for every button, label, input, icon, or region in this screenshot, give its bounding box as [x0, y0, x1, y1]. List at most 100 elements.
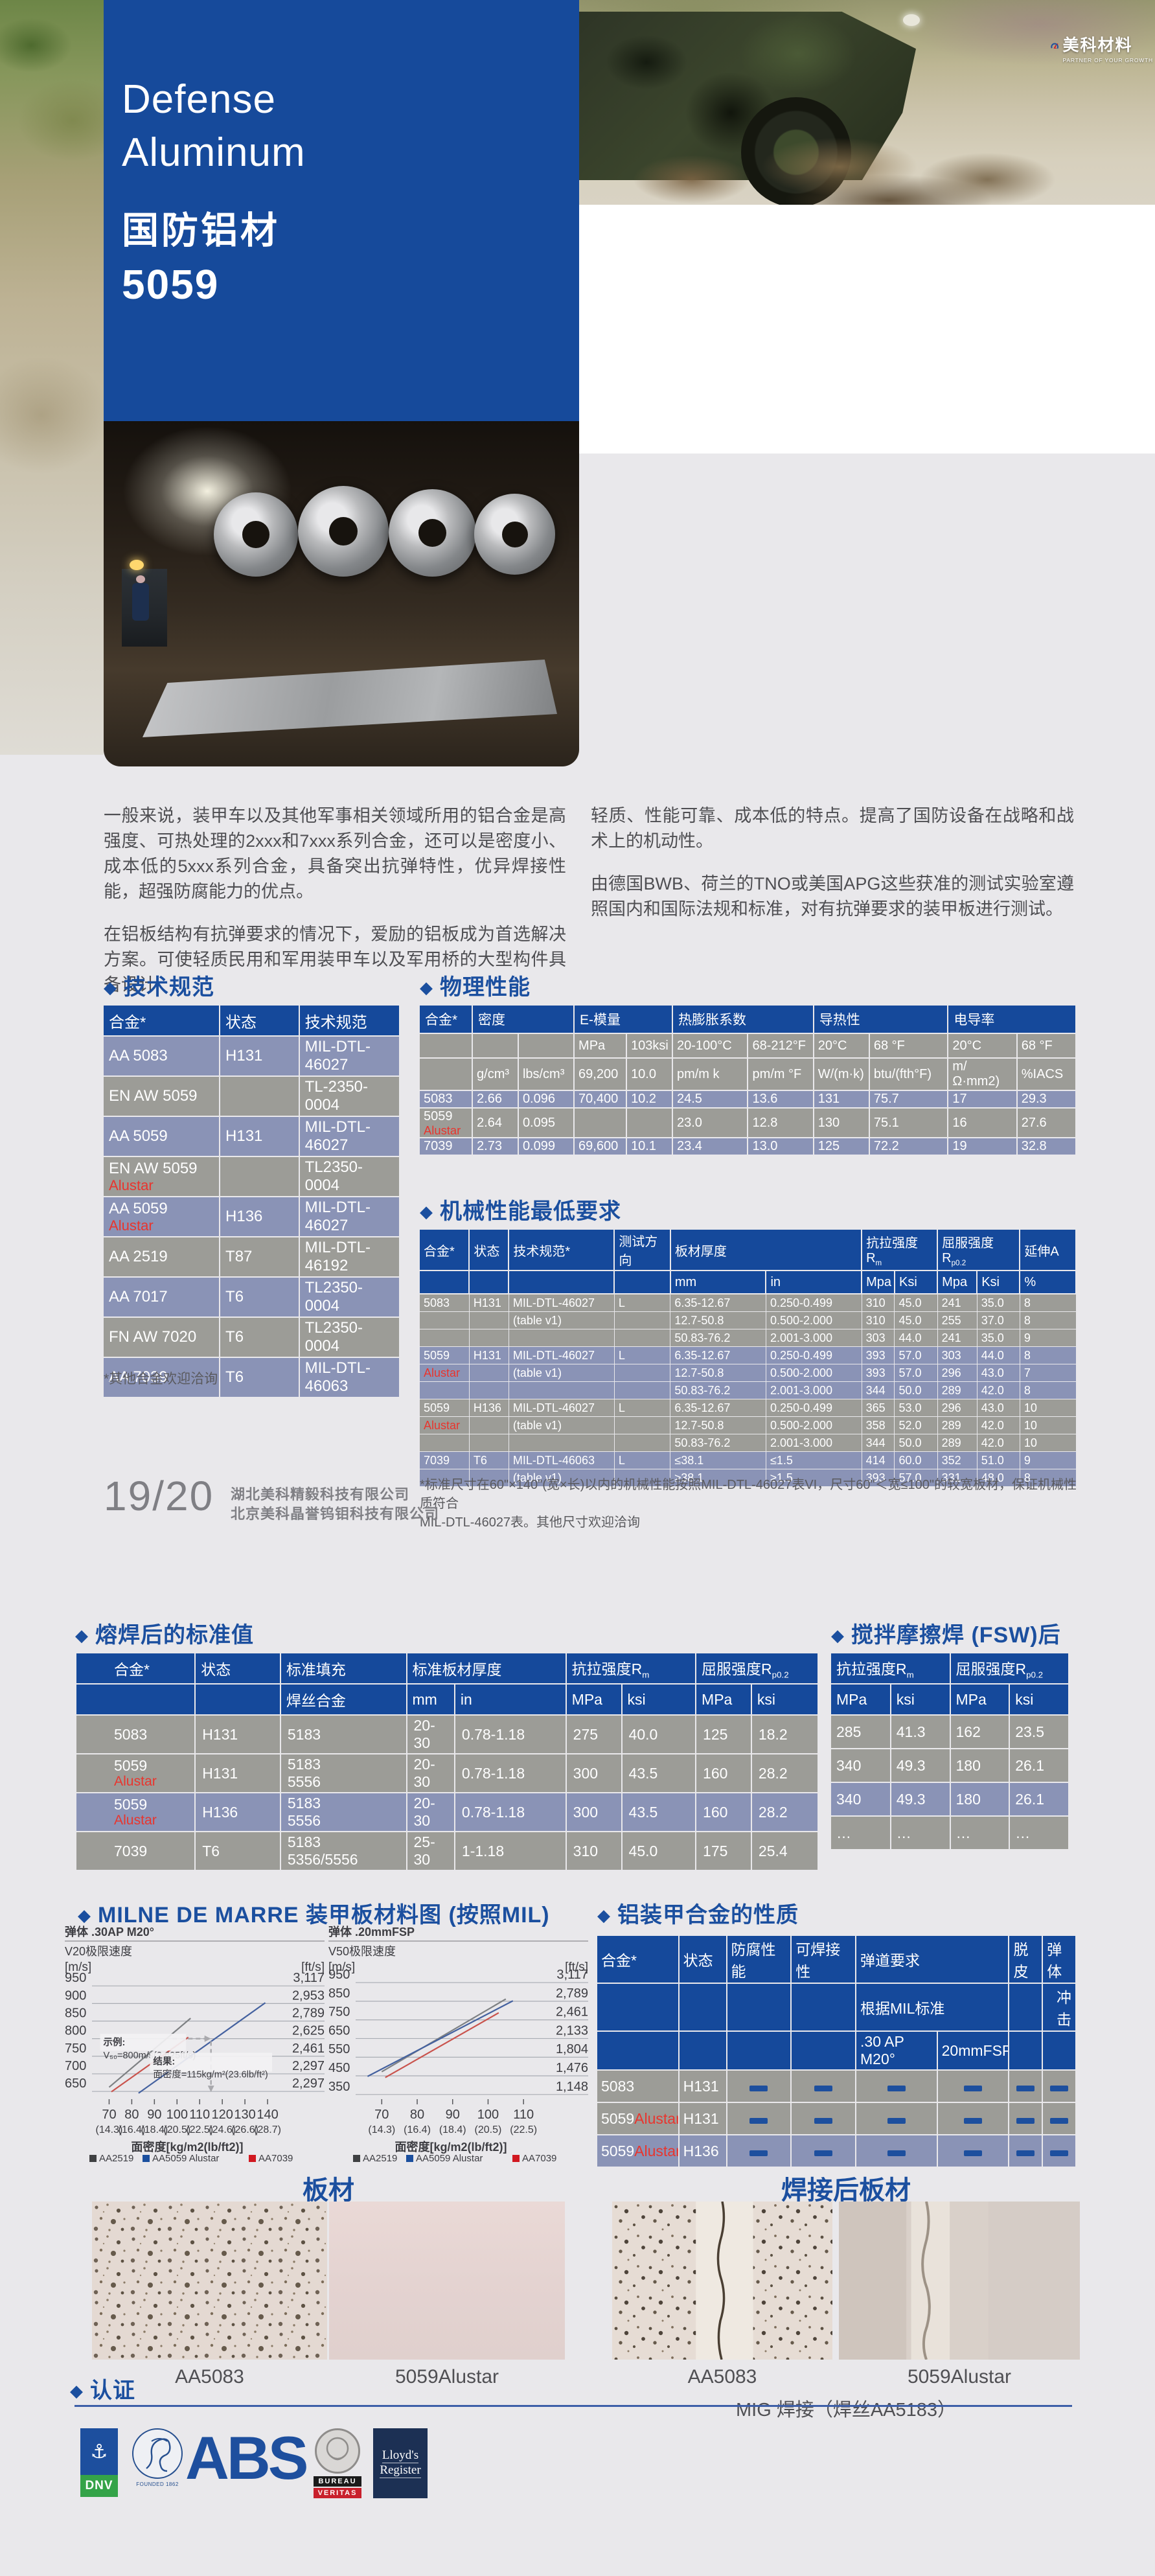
- table-cell: AA 7039: [104, 1357, 221, 1398]
- table-cell: 5083: [597, 2070, 680, 2103]
- brand-mark-icon: [1051, 43, 1058, 49]
- rating-dash-icon: [1016, 2150, 1035, 2156]
- mechanical-table: 合金* 状态 技术规范* 测试方向 板材厚度 抗拉强度Rm 屈服强度Rp0.2 延伸A m…: [420, 1230, 1077, 1487]
- x-tick-kg: 130: [234, 2108, 255, 2122]
- table-cell: 抗拉强度Rm: [566, 1653, 697, 1685]
- chart-unit-left: [m/s]: [328, 1961, 355, 1974]
- table-cell: 42.0: [977, 1434, 1020, 1452]
- company-names: 湖北美科精毅科技有限公司 北京美科晶誉钨钼科技有限公司: [231, 1485, 439, 1524]
- table-cell: [937, 2135, 1010, 2168]
- table-cell: 焊丝合金: [280, 1684, 407, 1716]
- table-cell: [420, 1469, 470, 1487]
- y-tick-fts: 2,953: [292, 1988, 325, 2003]
- y-tick-ms: 650: [328, 2023, 350, 2038]
- diamond-icon: ◆: [420, 1202, 433, 1221]
- table-cell: ksi: [890, 1684, 951, 1716]
- heading-milne: ◆ MILNE DE MARRE 装甲板材料图 (按照MIL): [78, 1903, 550, 1927]
- table-cell: L: [614, 1294, 671, 1312]
- coil: [389, 489, 476, 577]
- table-cell: [509, 1329, 615, 1347]
- table-cell: 合金*: [76, 1653, 196, 1685]
- table-cell: 12.7-50.8: [670, 1416, 766, 1434]
- rating-dash-icon: [1050, 2150, 1069, 2156]
- plate-label-right: 5059Alustar: [395, 2366, 499, 2387]
- table-cell: 8: [1020, 1346, 1077, 1364]
- table-cell: MPa: [696, 1684, 752, 1716]
- table-cell: L: [614, 1346, 671, 1364]
- hero-banner: [104, 0, 579, 421]
- table-cell: 10: [1020, 1434, 1077, 1452]
- table-cell: 40.0: [621, 1715, 697, 1754]
- table-cell: T6: [220, 1357, 300, 1398]
- table-cell: 26.1: [1009, 1782, 1069, 1817]
- table-cell: 32.8: [1016, 1138, 1077, 1156]
- lloyds-register-logo: Lloyd's Register: [373, 2428, 428, 2498]
- table-cell: 26.1: [1009, 1749, 1069, 1783]
- table-cell: 2.001-3.000: [766, 1381, 862, 1399]
- legend-label: AA7039: [522, 2153, 556, 2164]
- table-cell: [597, 1983, 680, 2032]
- y-tick-ms: 750: [328, 2005, 350, 2019]
- table-cell: 275: [566, 1715, 623, 1754]
- hero-subtitle: 国防铝材: [122, 210, 280, 251]
- plate-photo-5059alustar: [329, 2202, 565, 2360]
- x-tick-lb: (16.4): [404, 2124, 431, 2135]
- table-row: 7039 T6 MIL-DTL-46063 L ≤38.1 ≤1.5 414 60.0 3…: [420, 1451, 1077, 1469]
- table-cell: 75.7: [869, 1090, 949, 1109]
- rating-dash-icon: [1050, 2085, 1069, 2091]
- table-cell: 20°C: [948, 1033, 1018, 1059]
- table-cell: [1009, 2070, 1044, 2103]
- chart-series-aa7039: [385, 2012, 499, 2078]
- chart-annotation-label: 结果:: [153, 2055, 175, 2067]
- table-cell: 10: [1020, 1399, 1077, 1417]
- table-cell: 热膨胀系数: [672, 1006, 814, 1034]
- table-cell: [420, 1434, 470, 1452]
- table-cell: 17: [948, 1090, 1018, 1109]
- table-cell: lbs/cm³: [518, 1058, 575, 1091]
- abs-logo-text: ABS: [185, 2424, 308, 2492]
- table-cell: H136: [678, 2135, 727, 2168]
- table-row: (table v1) 12.7-50.8 0.500-2.000 310 45.0 2…: [420, 1311, 1077, 1329]
- table-cell: 241: [937, 1329, 978, 1347]
- table-cell: E-模量: [574, 1006, 673, 1034]
- table-row: 5059 Alustar 2.64 0.095 23.0 12.8 130 75.1 16 27.…: [420, 1108, 1077, 1139]
- chart-annotation-label: 示例:: [103, 2036, 125, 2048]
- brand-logo: 美科材料 PARTNER OF YOUR GROWTH: [1051, 32, 1153, 63]
- table-cell: 6.35-12.67: [670, 1294, 766, 1312]
- table-cell: 屈服强度Rp0.2: [696, 1653, 819, 1685]
- table-cell: …: [831, 1816, 891, 1850]
- table-cell: 脱皮: [1009, 1936, 1044, 1984]
- chart-unit-left: [m/s]: [65, 1961, 91, 1974]
- table-cell: 0.250-0.499: [766, 1399, 862, 1417]
- x-tick-lb: (16.4): [118, 2124, 145, 2135]
- y-tick-ms: 450: [328, 2061, 350, 2075]
- table-cell: 合金*: [104, 1006, 221, 1037]
- y-tick-fts: 1,148: [556, 2080, 588, 2094]
- x-tick-kg: 100: [477, 2108, 499, 2122]
- brand-name: 美科材料: [1062, 36, 1133, 54]
- brand-tagline: PARTNER OF YOUR GROWTH: [1062, 57, 1153, 63]
- rating-dash-icon: [749, 2117, 768, 2124]
- table-cell: TL2350-0004: [299, 1156, 401, 1197]
- table-cell: [678, 2031, 727, 2071]
- table-cell: TL2350-0004: [299, 1317, 401, 1358]
- table-cell: 289: [937, 1434, 978, 1452]
- chart-unit-right: [ft/s]: [565, 1961, 588, 1974]
- table-cell: 状态: [220, 1006, 300, 1037]
- table-cell: [420, 1033, 474, 1059]
- table-cell: [1009, 2135, 1044, 2168]
- table-cell: 导热性: [813, 1006, 949, 1034]
- table-cell: 42.0: [977, 1416, 1020, 1434]
- table-cell: 0.78-1.18: [454, 1793, 567, 1832]
- table-cell: ksi: [1009, 1684, 1069, 1716]
- x-tick-lb: (22.5): [186, 2124, 213, 2135]
- table-cell: 状态: [195, 1653, 281, 1685]
- table-cell: [469, 1469, 509, 1487]
- y-tick-fts: 2,133: [556, 2023, 588, 2038]
- rating-dash-icon: [964, 2150, 983, 2156]
- table-cell: H131: [678, 2102, 727, 2135]
- table-cell: 10.1: [626, 1138, 673, 1156]
- table-cell: H136: [220, 1197, 300, 1237]
- table-cell: 电导率: [948, 1006, 1077, 1034]
